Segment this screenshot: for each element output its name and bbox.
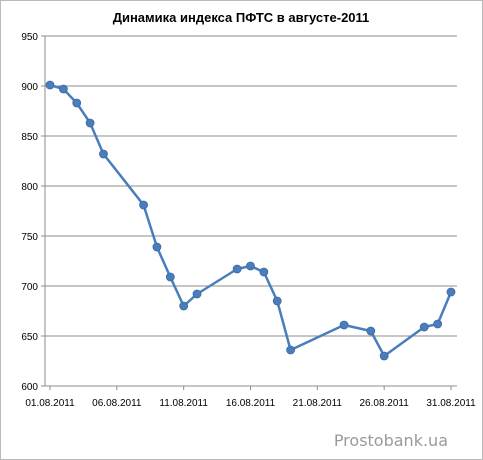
x-tick-label: 06.08.2011 (92, 398, 142, 409)
data-point (446, 287, 456, 297)
x-tick-label: 11.08.2011 (159, 398, 208, 409)
data-point (58, 84, 68, 94)
gridlines (41, 35, 457, 387)
data-point (139, 200, 148, 210)
data-point (232, 264, 242, 274)
data-point (419, 322, 429, 332)
y-tick-label: 950 (21, 32, 38, 43)
data-point (179, 301, 189, 311)
y-tick-label: 600 (21, 382, 38, 393)
data-point (259, 267, 269, 277)
data-point (433, 319, 443, 329)
x-tick-label: 16.08.2011 (226, 398, 276, 409)
data-point (152, 242, 162, 252)
data-point (366, 326, 376, 336)
chart-title: Динамика индекса ПФТС в августе-2011 (113, 10, 370, 25)
series (45, 80, 456, 361)
data-point (246, 261, 255, 271)
data-point (72, 98, 82, 108)
axes (44, 36, 457, 390)
y-tick-label: 650 (21, 332, 38, 343)
x-tick-labels: 01.08.2011 06.08.2011 11.08.2011 16.08.2011… (25, 398, 476, 409)
data-point (85, 118, 95, 128)
y-tick-labels: 600 650 700 750 800 850 900 950 (21, 32, 38, 393)
x-tick-label: 26.08.2011 (360, 398, 410, 409)
x-tick-label: 21.08.2011 (293, 398, 343, 409)
y-tick-label: 800 (21, 182, 38, 193)
data-point (379, 351, 389, 361)
y-tick-label: 900 (21, 82, 38, 93)
x-tick-label: 31.08.2011 (426, 398, 476, 409)
data-point (99, 149, 108, 159)
y-tick-label: 850 (21, 132, 38, 143)
data-point (165, 272, 175, 282)
data-point (45, 80, 55, 90)
data-point (339, 320, 349, 330)
x-tick-label: 01.08.2011 (25, 398, 75, 409)
watermark: Prostobank.ua (334, 431, 448, 450)
data-point (192, 289, 202, 299)
y-tick-label: 750 (21, 232, 38, 243)
data-point (286, 345, 296, 355)
data-point (272, 296, 282, 306)
y-tick-label: 700 (21, 282, 38, 293)
series-line (49, 83, 453, 358)
